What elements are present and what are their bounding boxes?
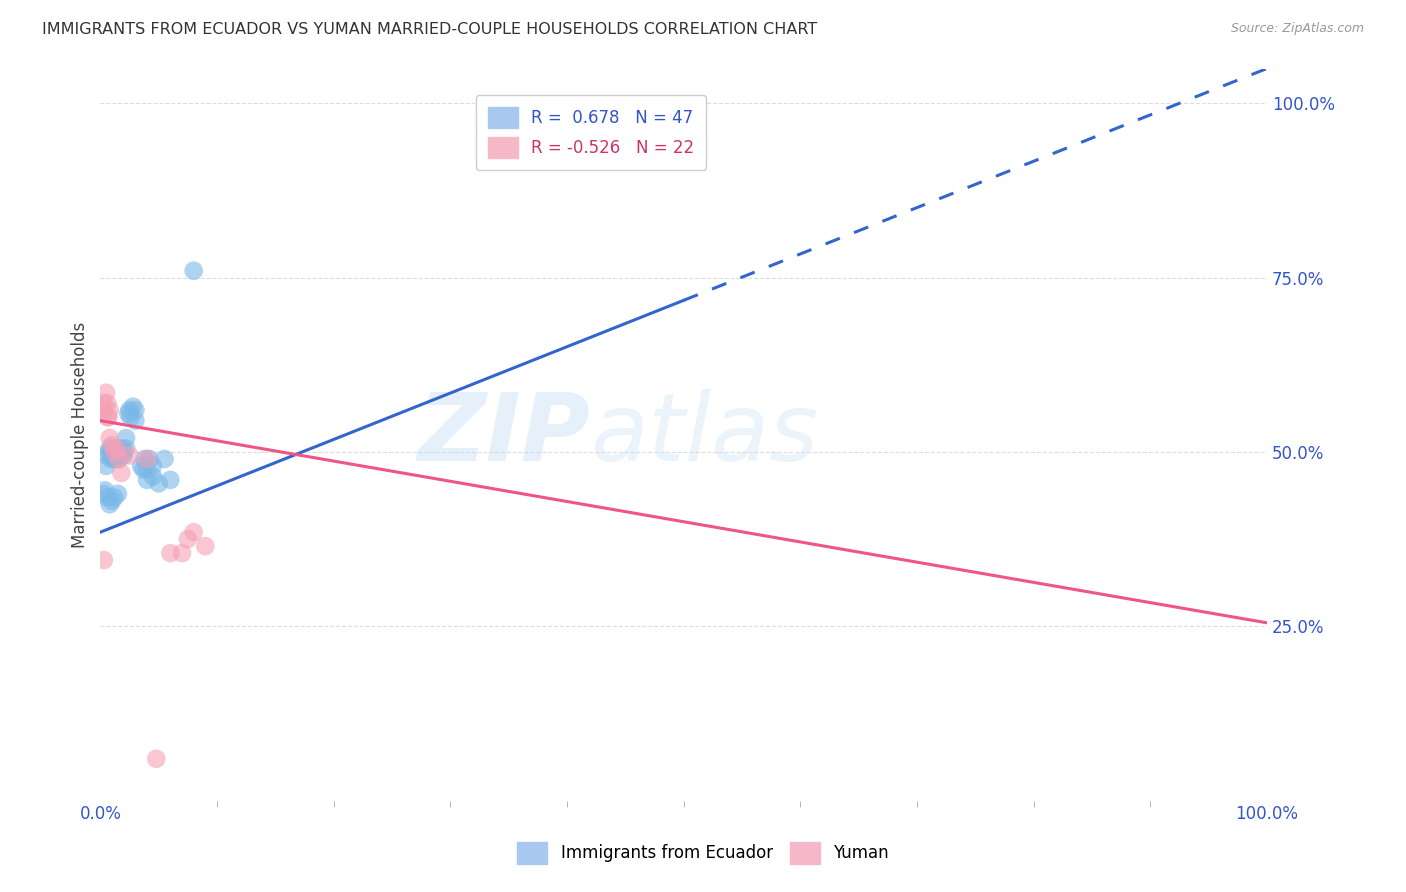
- Point: [101, 445, 124, 459]
- Point: [110, 449, 132, 463]
- Point: [138, 452, 160, 467]
- Point: [98, 442, 121, 456]
- Point: [142, 458, 165, 473]
- Point: [98, 403, 121, 417]
- Point: [97, 410, 120, 425]
- Point: [112, 445, 135, 459]
- Point: [101, 438, 124, 452]
- Legend: Immigrants from Ecuador, Yuman: Immigrants from Ecuador, Yuman: [510, 836, 896, 871]
- Point: [103, 449, 125, 463]
- Text: IMMIGRANTS FROM ECUADOR VS YUMAN MARRIED-COUPLE HOUSEHOLDS CORRELATION CHART: IMMIGRANTS FROM ECUADOR VS YUMAN MARRIED…: [42, 22, 817, 37]
- Point: [134, 452, 156, 467]
- Point: [96, 491, 118, 505]
- Point: [170, 546, 193, 560]
- Point: [105, 442, 128, 456]
- Text: Source: ZipAtlas.com: Source: ZipAtlas.com: [1230, 22, 1364, 36]
- Point: [177, 532, 200, 546]
- Point: [183, 525, 205, 540]
- Point: [93, 403, 115, 417]
- Point: [112, 449, 135, 463]
- Point: [159, 473, 181, 487]
- Point: [153, 452, 176, 467]
- Point: [132, 462, 155, 476]
- Point: [115, 431, 138, 445]
- Point: [98, 497, 121, 511]
- Point: [96, 410, 118, 425]
- Point: [96, 385, 118, 400]
- Text: atlas: atlas: [591, 389, 818, 480]
- Point: [96, 458, 118, 473]
- Point: [148, 476, 170, 491]
- Point: [108, 452, 131, 467]
- Point: [118, 403, 141, 417]
- Point: [105, 452, 128, 467]
- Point: [111, 442, 134, 456]
- Point: [110, 466, 132, 480]
- Point: [129, 458, 152, 473]
- Point: [93, 396, 115, 410]
- Point: [98, 431, 121, 445]
- Point: [124, 414, 146, 428]
- Text: ZIP: ZIP: [418, 389, 591, 481]
- Point: [107, 442, 129, 456]
- Point: [122, 400, 145, 414]
- Point: [108, 452, 131, 467]
- Point: [142, 469, 165, 483]
- Point: [118, 449, 141, 463]
- Point: [183, 263, 205, 277]
- Legend: R =  0.678   N = 47, R = -0.526   N = 22: R = 0.678 N = 47, R = -0.526 N = 22: [477, 95, 706, 169]
- Point: [100, 452, 122, 467]
- Point: [124, 403, 146, 417]
- Point: [159, 546, 181, 560]
- Point: [93, 553, 115, 567]
- Point: [96, 396, 118, 410]
- Point: [117, 407, 139, 421]
- Y-axis label: Married-couple Households: Married-couple Households: [72, 321, 89, 548]
- Point: [120, 410, 142, 425]
- Point: [101, 449, 124, 463]
- Point: [101, 493, 124, 508]
- Point: [94, 483, 117, 498]
- Point: [97, 445, 120, 459]
- Point: [96, 449, 118, 463]
- Point: [107, 449, 129, 463]
- Point: [136, 473, 159, 487]
- Point: [136, 452, 159, 467]
- Point: [103, 491, 125, 505]
- Point: [104, 445, 127, 459]
- Point: [93, 487, 115, 501]
- Point: [108, 445, 131, 459]
- Point: [194, 539, 217, 553]
- Point: [103, 445, 125, 459]
- Point: [115, 442, 138, 456]
- Point: [103, 442, 125, 456]
- Point: [107, 487, 129, 501]
- Point: [136, 462, 159, 476]
- Point: [103, 452, 125, 467]
- Point: [145, 752, 167, 766]
